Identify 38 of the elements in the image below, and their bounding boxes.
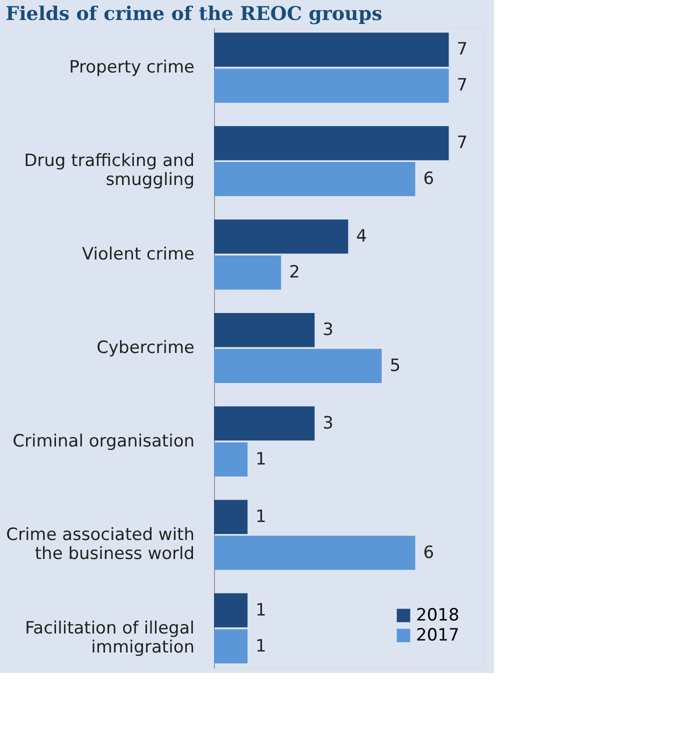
legend-label: 2017 — [416, 626, 460, 646]
bar — [214, 629, 248, 664]
y-tick-label: Facilitation of illegal immigration — [24, 618, 194, 658]
y-tick-label: Property crime — [69, 58, 194, 78]
bar — [214, 68, 449, 103]
bar — [214, 406, 315, 441]
data-label: 4 — [356, 226, 367, 247]
data-label: 1 — [256, 506, 266, 527]
bar — [214, 312, 315, 348]
data-label: 7 — [456, 40, 468, 60]
bar — [214, 32, 449, 67]
data-label: 2 — [289, 262, 300, 283]
bar — [214, 126, 449, 160]
bar — [214, 255, 282, 290]
bar — [214, 593, 248, 628]
data-label: 7 — [456, 76, 468, 96]
chart-title: Fields of crime of the REOC groups — [6, 3, 382, 25]
data-label: 6 — [423, 169, 434, 190]
data-label: 1 — [256, 600, 266, 620]
y-tick-label: Cybercrime — [96, 338, 194, 358]
bar — [214, 348, 382, 384]
bar — [214, 162, 416, 196]
data-label: 3 — [322, 320, 334, 340]
y-tick-label: Violent crime — [82, 244, 194, 265]
bar — [214, 536, 416, 570]
y-tick-label: Drug trafficking and smuggling — [24, 151, 194, 190]
data-label: 3 — [322, 413, 334, 434]
data-label: 5 — [390, 356, 401, 376]
legend-label: 2018 — [416, 606, 460, 626]
data-label: 7 — [456, 133, 468, 154]
data-label: 6 — [423, 542, 434, 563]
data-label: 1 — [256, 449, 266, 470]
data-label: 1 — [256, 636, 266, 656]
bar — [214, 500, 248, 534]
y-tick-label: Criminal organisation — [12, 431, 194, 452]
bar — [214, 442, 248, 476]
bar — [214, 220, 348, 254]
y-tick-label: Crime associated with the business world — [6, 524, 194, 564]
